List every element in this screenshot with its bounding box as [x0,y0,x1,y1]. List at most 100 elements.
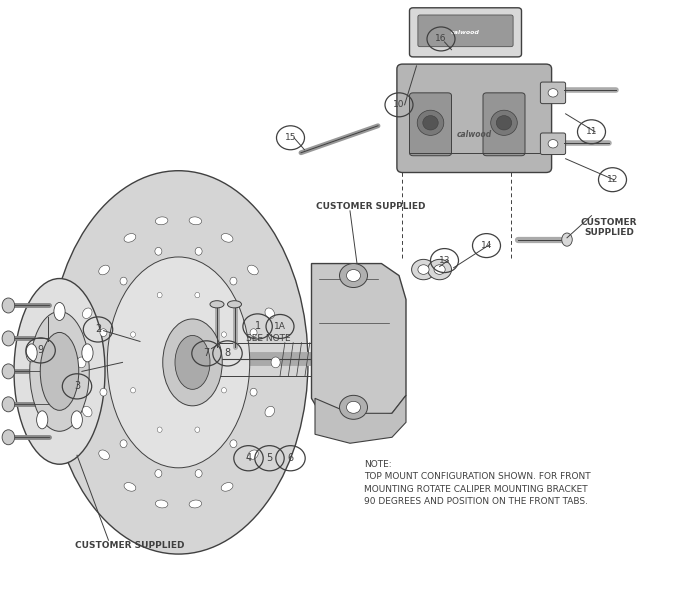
Circle shape [412,259,435,280]
Circle shape [434,265,445,274]
Circle shape [340,395,368,419]
Text: calwood: calwood [456,130,492,140]
Polygon shape [312,264,406,422]
Text: CUSTOMER SUPPLIED: CUSTOMER SUPPLIED [316,202,426,211]
Ellipse shape [210,301,224,308]
Ellipse shape [230,277,237,285]
FancyBboxPatch shape [540,133,566,155]
Text: 6: 6 [288,453,293,463]
Ellipse shape [2,429,15,444]
Ellipse shape [83,308,92,319]
Ellipse shape [195,470,202,477]
FancyBboxPatch shape [397,64,552,173]
Ellipse shape [248,450,258,459]
Ellipse shape [195,292,200,298]
Ellipse shape [195,427,200,432]
Ellipse shape [124,234,136,242]
Ellipse shape [155,247,162,255]
Ellipse shape [561,233,573,246]
Ellipse shape [195,247,202,255]
Ellipse shape [265,406,274,417]
Ellipse shape [99,265,109,275]
Ellipse shape [49,171,308,554]
Circle shape [346,270,360,282]
Ellipse shape [82,344,93,362]
Ellipse shape [228,301,241,308]
FancyBboxPatch shape [410,8,522,57]
Ellipse shape [248,265,258,275]
Text: 14: 14 [481,241,492,250]
Polygon shape [315,395,406,443]
FancyBboxPatch shape [540,82,566,104]
Ellipse shape [250,388,257,396]
Text: calwood: calwood [451,30,480,35]
Ellipse shape [71,411,83,429]
Ellipse shape [155,500,168,508]
Text: 1: 1 [255,322,260,331]
Text: 9: 9 [38,346,43,355]
Ellipse shape [2,364,15,379]
FancyBboxPatch shape [483,93,525,156]
Text: SEE NOTE: SEE NOTE [246,334,291,343]
Ellipse shape [77,357,86,368]
Circle shape [428,259,452,280]
Ellipse shape [131,332,136,337]
Ellipse shape [2,331,15,346]
Ellipse shape [221,388,226,393]
Text: 4: 4 [246,453,251,463]
Ellipse shape [41,332,78,410]
Ellipse shape [496,116,512,130]
Text: 8: 8 [225,349,230,358]
Ellipse shape [107,257,250,468]
Ellipse shape [54,302,65,320]
Ellipse shape [221,234,233,242]
Text: 1A: 1A [274,322,286,331]
Text: CUSTOMER SUPPLIED: CUSTOMER SUPPLIED [75,540,184,550]
Ellipse shape [100,388,107,396]
Text: 12: 12 [607,175,618,184]
Ellipse shape [155,217,168,225]
Ellipse shape [36,411,48,429]
Ellipse shape [124,483,136,491]
Ellipse shape [162,319,223,406]
Ellipse shape [221,483,233,491]
Ellipse shape [221,332,226,337]
Ellipse shape [265,308,274,319]
Text: 16: 16 [435,34,447,44]
Text: 2: 2 [95,325,101,334]
Ellipse shape [99,450,109,459]
Ellipse shape [2,397,15,412]
FancyBboxPatch shape [410,93,452,156]
FancyBboxPatch shape [418,15,513,47]
Text: 15: 15 [285,133,296,143]
Ellipse shape [158,427,162,432]
Ellipse shape [2,298,15,313]
Circle shape [346,401,360,413]
Text: 3: 3 [74,382,80,391]
Circle shape [418,265,429,274]
Ellipse shape [250,329,257,337]
Circle shape [548,140,558,148]
Ellipse shape [120,277,127,285]
Ellipse shape [417,110,444,135]
Ellipse shape [423,116,438,130]
Text: 13: 13 [439,256,450,265]
Ellipse shape [14,279,105,464]
Ellipse shape [189,500,202,508]
Text: 7: 7 [204,349,209,358]
Ellipse shape [189,217,202,225]
Text: NOTE:
TOP MOUNT CONFIGURATION SHOWN. FOR FRONT
MOUNTING ROTATE CALIPER MOUNTING : NOTE: TOP MOUNT CONFIGURATION SHOWN. FOR… [364,459,591,506]
Ellipse shape [158,292,162,298]
Ellipse shape [26,344,37,362]
Circle shape [340,264,368,288]
Ellipse shape [155,470,162,477]
Ellipse shape [175,335,210,389]
Ellipse shape [120,440,127,447]
Text: 11: 11 [586,127,597,137]
Circle shape [548,89,558,97]
Text: 5: 5 [267,453,272,463]
Ellipse shape [131,388,136,393]
Ellipse shape [271,357,280,368]
Ellipse shape [491,110,517,135]
Text: CUSTOMER
SUPPLIED: CUSTOMER SUPPLIED [581,218,637,237]
